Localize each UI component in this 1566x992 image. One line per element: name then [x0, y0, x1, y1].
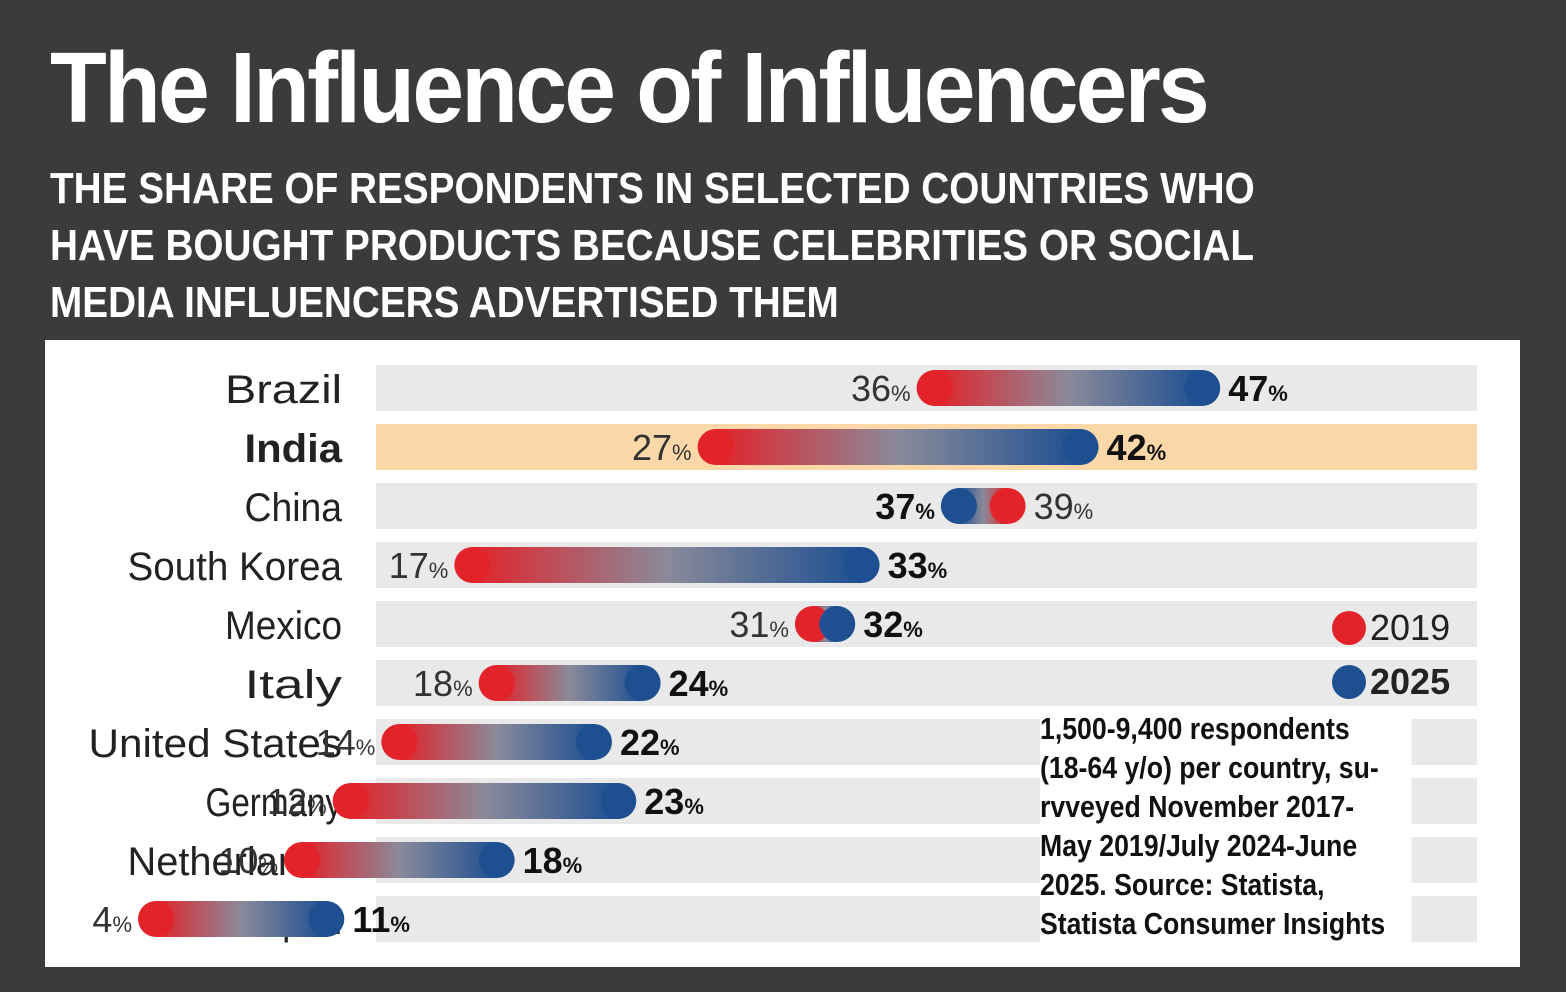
category-label: United States	[89, 722, 343, 766]
dot-2019	[478, 665, 515, 701]
category-label: India	[245, 427, 343, 471]
category-label: South Korea	[128, 545, 343, 589]
chart-title: The Influence of Influencers	[50, 32, 1210, 144]
dot-2025	[624, 665, 661, 701]
value-label-2019: 36%	[851, 368, 911, 409]
row-background	[376, 601, 1477, 647]
dot-2019	[332, 783, 369, 819]
category-label: Brazil	[225, 368, 342, 412]
source-note: 1,500-9,400 respondents (18-64 y/o) per …	[1040, 709, 1412, 943]
dot-2019	[381, 724, 418, 760]
dot-2019	[454, 547, 491, 583]
legend-2019-dot	[1332, 611, 1366, 645]
dumbbell-bar	[472, 547, 862, 583]
value-label-2025: 18%	[523, 840, 583, 881]
subtitle-line-3: MEDIA INFLUENCERS ADVERTISED THEM	[50, 278, 839, 327]
value-label-2019: 4%	[92, 899, 132, 940]
dot-2025	[308, 901, 345, 937]
legend-2019-label: 2019	[1370, 607, 1451, 648]
chart-panel: Brazil 36% 47% India 27% 42% China 37% 39% South …	[45, 340, 1520, 967]
dumbbell-bar	[715, 429, 1081, 465]
dumbbell-bar	[302, 842, 497, 878]
category-label: Italy	[245, 663, 343, 707]
dot-2025	[843, 547, 880, 583]
value-label-2019: 17%	[389, 545, 449, 586]
value-label-2025: 33%	[888, 545, 948, 586]
legend-2019: 2019	[1332, 607, 1451, 648]
dot-2025	[940, 488, 977, 524]
subtitle-line-1: THE SHARE OF RESPONDENTS IN SELECTED COU…	[50, 164, 1255, 213]
chart-subtitle: THE SHARE OF RESPONDENTS IN SELECTED COU…	[50, 160, 1344, 331]
value-label-2025: 32%	[863, 604, 923, 645]
dot-2025	[575, 724, 612, 760]
dumbbell-bar	[399, 724, 594, 760]
dot-2019	[284, 842, 320, 878]
subtitle-line-2: HAVE BOUGHT PRODUCTS BECAUSE CELEBRITIES…	[50, 221, 1254, 270]
dot-2019	[697, 429, 734, 465]
value-label-2019: 10%	[218, 840, 278, 881]
value-label-2025: 42%	[1107, 427, 1167, 468]
legend-2025-dot	[1332, 665, 1366, 699]
value-label-2019: 39%	[1034, 486, 1094, 527]
dot-2019	[989, 488, 1026, 524]
value-label-2025: 11%	[352, 899, 410, 940]
dumbbell-bar	[350, 783, 619, 819]
dot-2025	[1184, 370, 1221, 406]
category-label: Germany	[206, 781, 343, 825]
dumbbell-bar	[156, 901, 327, 937]
value-label-2025: 47%	[1228, 368, 1288, 409]
row-background	[376, 483, 1477, 529]
dot-2019	[916, 370, 953, 406]
legend-2025: 2025	[1332, 661, 1451, 702]
dot-2025	[478, 842, 515, 878]
value-label-2019: 31%	[729, 604, 789, 645]
value-label-2025: 37%	[875, 486, 935, 527]
category-label: Mexico	[225, 604, 342, 648]
value-label-2025: 23%	[644, 781, 704, 822]
legend-2025-label: 2025	[1370, 661, 1451, 702]
dumbbell-bar	[934, 370, 1203, 406]
value-label-2019: 18%	[413, 663, 473, 704]
value-label-2019: 27%	[632, 427, 692, 468]
dot-2025	[819, 606, 856, 642]
value-label-2019: 14%	[316, 722, 376, 763]
dumbbell-bar	[496, 665, 643, 701]
category-label: China	[245, 486, 343, 530]
value-label-2019: 12%	[267, 781, 327, 822]
value-label-2025: 22%	[620, 722, 680, 763]
dot-2025	[600, 783, 637, 819]
dot-2025	[1062, 429, 1099, 465]
dot-2019	[138, 901, 175, 937]
value-label-2025: 24%	[669, 663, 729, 704]
dumbbell-chart: Brazil 36% 47% India 27% 42% China 37% 39% South …	[89, 365, 1477, 943]
